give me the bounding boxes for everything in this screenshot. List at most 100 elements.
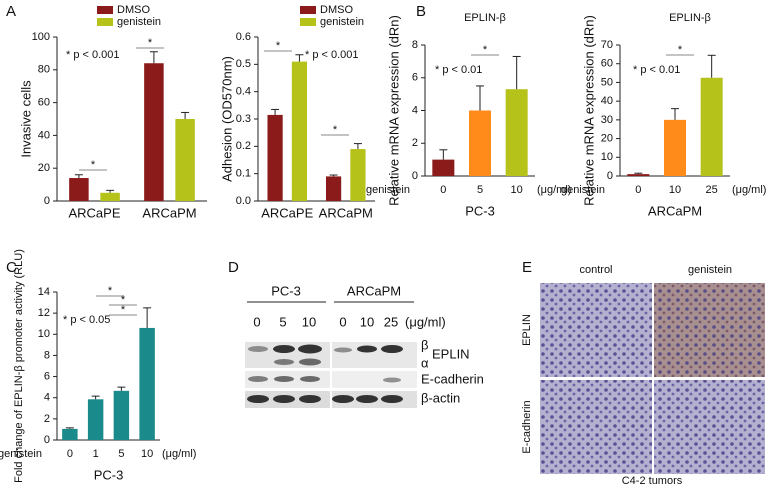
y-tick-label: 4: [412, 104, 418, 116]
bar: [62, 428, 78, 440]
legend-label: genistein: [320, 16, 364, 28]
y-tick-label: 14: [38, 286, 50, 298]
y-tick-label: 30: [601, 114, 613, 126]
annotation: *: [121, 294, 126, 306]
annotation: *: [333, 124, 338, 136]
bar: [469, 110, 491, 176]
y-tick-label: 12: [38, 307, 50, 319]
x-tick-label: 5: [118, 448, 124, 460]
blot-band: α: [421, 355, 429, 370]
x-prefix: genistein: [561, 184, 605, 196]
x-tick-label: ARCaPM: [319, 205, 373, 220]
blot-dose: 10: [360, 314, 374, 329]
annotation: *: [483, 44, 488, 56]
bar: [139, 327, 155, 440]
y-axis-label: Relative mRNA expression (dRn): [581, 15, 596, 206]
y-axis-label: Relative mRNA expression (dRn): [386, 15, 401, 206]
y-tick-label: 2: [412, 137, 418, 149]
bar: [267, 114, 283, 201]
y-tick-label: 0: [412, 170, 418, 182]
y-tick-label: 20: [601, 132, 613, 144]
y-tick-label: 10: [601, 151, 613, 163]
x-prefix: genistein: [0, 448, 42, 460]
annotation: * p < 0.001: [305, 49, 359, 61]
x-unit: (μg/ml): [537, 184, 571, 196]
y-tick-label: 8: [44, 349, 50, 361]
y-tick-label: 8: [412, 39, 418, 51]
x-tick-label: 10: [141, 448, 153, 460]
x-tick-label: 10: [511, 184, 523, 196]
bar: [700, 77, 723, 176]
x-tick-label: 0: [440, 184, 446, 196]
y-tick-label: 6: [412, 72, 418, 84]
y-tick-label: 0.4: [236, 86, 251, 98]
bar: [87, 399, 104, 440]
bar: [69, 178, 89, 201]
bar: [175, 119, 195, 201]
annotation: *: [108, 285, 113, 297]
ihc-column: control: [579, 264, 612, 276]
legend-label: genistein: [117, 16, 161, 28]
y-axis-label: Adhesion (OD570nm): [219, 56, 234, 182]
annotation: *: [121, 304, 126, 316]
y-tick-label: 80: [38, 64, 50, 76]
y-tick-label: 40: [38, 129, 50, 141]
bar: [432, 159, 455, 176]
ihc-row: E-cadherin: [521, 400, 533, 453]
annotation: *: [276, 40, 281, 52]
x-prefix: genistein: [366, 184, 410, 196]
x-unit: (μg/ml): [162, 448, 196, 460]
bar: [350, 149, 366, 201]
bar: [505, 89, 528, 176]
x-tick-label: ARCaPE: [68, 205, 120, 220]
bar: [627, 174, 650, 176]
y-tick-label: 0.2: [236, 140, 251, 152]
blot-row: EPLIN: [432, 346, 470, 361]
blot-dose: 0: [339, 314, 346, 329]
x-tick-label: 10: [669, 184, 681, 196]
western-blot: PC-3 ARCaPM 0 5 10 0 10 25 (μg/ml) β α E…: [245, 283, 484, 408]
panel-letter: A: [6, 3, 16, 20]
legend-label: DMSO: [117, 4, 150, 16]
panel-letter: D: [228, 259, 239, 276]
y-tick-label: 40: [601, 95, 613, 107]
panel-letter: E: [522, 259, 532, 276]
x-tick-label: 0: [635, 184, 641, 196]
x-tick-label: ARCaPM: [142, 205, 196, 220]
ihc-images: control genistein EPLIN E-cadherin C4-2 …: [521, 264, 765, 487]
x-tick-label: 5: [477, 184, 483, 196]
blot-dose: 25: [384, 314, 398, 329]
annotation: *: [148, 37, 153, 49]
bar: [144, 63, 164, 201]
bar: [291, 61, 308, 201]
y-tick-label: 20: [38, 162, 50, 174]
legend-swatch: [97, 18, 113, 26]
ihc-column: genistein: [688, 264, 732, 276]
legend-swatch: [300, 6, 316, 14]
blot-band: β: [421, 337, 428, 352]
y-tick-label: 4: [44, 392, 50, 404]
y-tick-label: 10: [38, 328, 50, 340]
blot-row: β-actin: [421, 390, 460, 405]
y-tick-label: 0: [44, 195, 50, 207]
x-tick-label: 0: [67, 448, 73, 460]
annotation: *: [678, 44, 683, 56]
y-tick-label: 2: [44, 413, 50, 425]
y-tick-label: 0.0: [236, 195, 251, 207]
blot-unit: (μg/ml): [405, 314, 446, 329]
y-tick-label: 60: [601, 58, 613, 70]
panel-letters: A B C D E: [6, 3, 532, 276]
annotation: * p < 0.05: [63, 314, 110, 326]
blot-group: PC-3: [271, 283, 301, 298]
annotation: * p < 0.001: [66, 49, 120, 61]
y-tick-label: 60: [38, 97, 50, 109]
x-tick-label: 25: [706, 184, 718, 196]
annotation: *: [91, 159, 96, 171]
blot-dose: 5: [279, 314, 286, 329]
legend-label: DMSO: [320, 4, 353, 16]
panel-letter: C: [6, 259, 17, 276]
y-tick-label: 0.6: [236, 31, 251, 43]
panel-letter: B: [416, 3, 426, 20]
y-tick-label: 50: [601, 76, 613, 88]
